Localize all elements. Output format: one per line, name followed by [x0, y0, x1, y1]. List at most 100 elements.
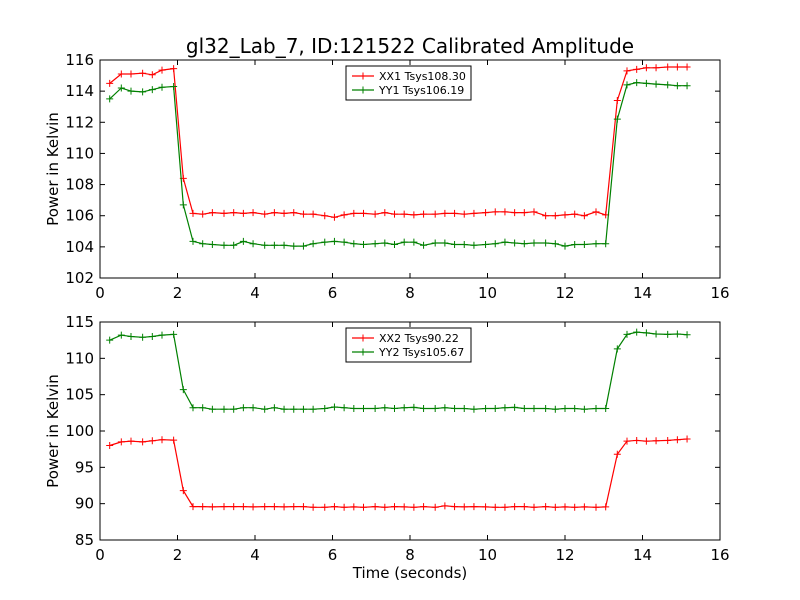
data-point	[460, 503, 468, 511]
data-point	[410, 403, 418, 411]
data-point	[381, 404, 389, 412]
data-point	[330, 237, 338, 245]
data-point	[270, 209, 278, 217]
data-point	[571, 210, 579, 218]
y-tick-label: 100	[65, 422, 94, 440]
series-line	[109, 438, 688, 508]
data-point	[623, 81, 631, 89]
x-tick-label: 8	[405, 284, 415, 302]
data-point	[330, 213, 338, 221]
data-point	[642, 437, 650, 445]
data-point	[280, 503, 288, 511]
y-tick-label: 106	[65, 207, 94, 225]
data-point	[117, 84, 125, 92]
y-tick-label: 112	[65, 113, 94, 131]
x-axis-label: Time (seconds)	[352, 564, 468, 582]
data-point	[299, 503, 307, 511]
data-point	[330, 503, 338, 511]
data-point	[683, 331, 691, 339]
data-point	[511, 209, 519, 217]
data-point	[127, 70, 135, 78]
data-point	[261, 210, 269, 218]
data-point	[441, 209, 449, 217]
y-tick-label: 90	[75, 495, 94, 513]
data-point	[664, 436, 672, 444]
data-point	[561, 211, 569, 219]
data-point	[561, 242, 569, 250]
data-point	[230, 241, 238, 249]
data-point	[491, 208, 499, 216]
y-tick-label: 105	[65, 386, 94, 404]
series-1-group	[106, 63, 691, 221]
series-line	[109, 66, 688, 218]
data-point	[592, 404, 600, 412]
data-point	[511, 403, 519, 411]
data-point	[623, 67, 631, 75]
data-point	[642, 64, 650, 72]
data-point	[299, 405, 307, 413]
data-point	[441, 502, 449, 510]
data-point	[511, 239, 519, 247]
data-point	[199, 503, 207, 511]
data-point	[350, 404, 358, 412]
series-1-group	[106, 435, 691, 511]
data-point	[664, 63, 672, 71]
data-point	[381, 209, 389, 217]
x-tick-label: 16	[710, 284, 729, 302]
data-point	[139, 333, 147, 341]
data-point	[360, 503, 367, 511]
data-point	[664, 330, 672, 338]
data-point	[391, 210, 398, 218]
data-point	[340, 503, 348, 511]
data-point	[613, 115, 621, 123]
data-point	[420, 503, 428, 511]
y-tick-label: 102	[65, 269, 94, 287]
series-line	[109, 81, 688, 247]
data-point	[330, 403, 338, 411]
data-point	[239, 503, 247, 511]
data-point	[139, 69, 147, 77]
data-point	[683, 435, 691, 443]
data-point	[249, 209, 257, 217]
data-point	[602, 240, 610, 248]
data-point	[350, 209, 358, 217]
data-point	[350, 503, 358, 511]
data-point	[633, 79, 641, 87]
data-point	[208, 241, 216, 249]
data-point	[441, 404, 449, 412]
data-point	[530, 404, 538, 412]
data-point	[391, 404, 398, 412]
data-point	[420, 404, 428, 412]
data-point	[571, 503, 579, 511]
data-point	[602, 503, 610, 511]
data-point	[371, 503, 379, 511]
x-tick-label: 16	[710, 546, 729, 564]
data-point	[642, 79, 650, 87]
data-point	[520, 503, 528, 511]
series-2-group	[106, 79, 691, 250]
chart-1: 0 2 4 6 8 10 12 14 16 102 104 106 108 110 112 114 116 Pow…	[44, 51, 730, 302]
data-point	[148, 71, 156, 79]
data-point	[309, 210, 317, 218]
data-point	[189, 237, 197, 245]
data-point	[117, 438, 125, 446]
data-point	[371, 240, 379, 248]
data-point	[642, 329, 650, 337]
data-point	[652, 437, 660, 445]
data-point	[551, 405, 559, 413]
data-point	[360, 241, 367, 249]
data-point	[309, 240, 317, 248]
x-tick-label: 6	[328, 284, 338, 302]
data-point	[170, 330, 178, 338]
x-tick-label: 4	[250, 284, 260, 302]
data-point	[580, 212, 588, 220]
data-point	[592, 503, 600, 511]
data-point	[127, 87, 135, 95]
data-point	[299, 210, 307, 218]
x-tick-label: 10	[478, 546, 497, 564]
x-tick-label: 14	[633, 546, 652, 564]
data-point	[158, 331, 166, 339]
data-point	[633, 65, 641, 73]
data-point	[321, 212, 329, 220]
legend-marker	[359, 334, 367, 342]
